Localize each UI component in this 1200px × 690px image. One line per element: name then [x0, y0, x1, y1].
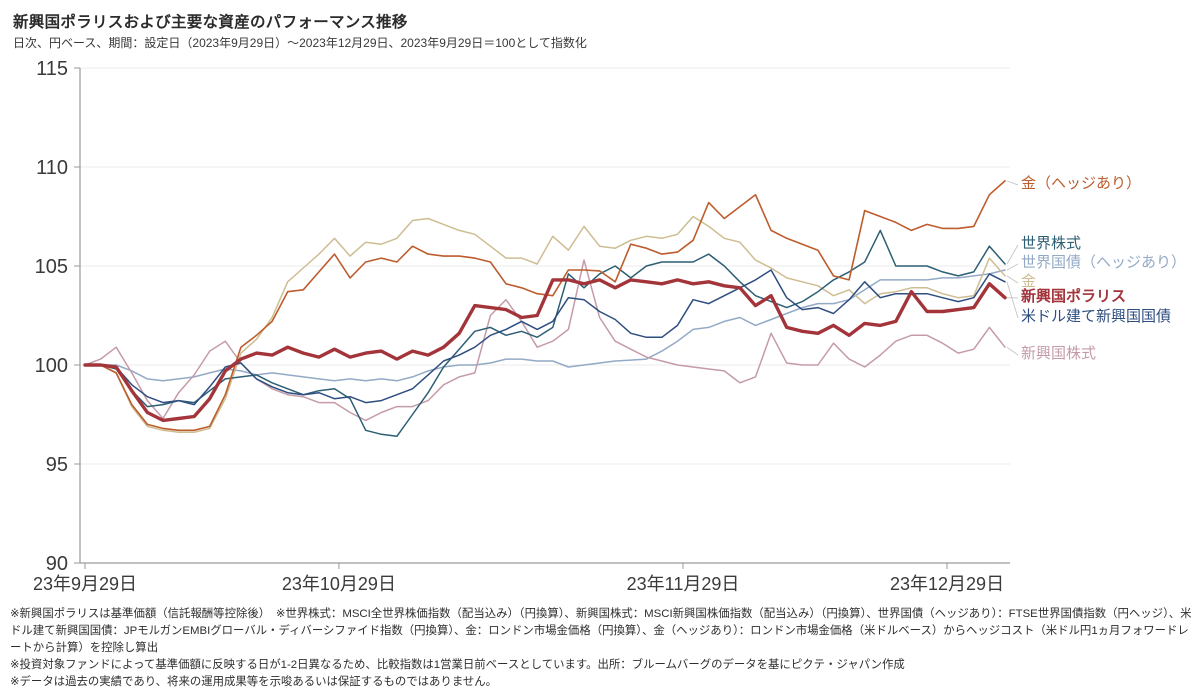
- footnote-line: ※データは過去の実績であり、将来の運用成果等を示唆あるいは保証するものではありま…: [10, 676, 498, 689]
- leader-line: [1006, 346, 1019, 356]
- y-tick-label: 105: [35, 256, 68, 278]
- series-line-世界国債（ヘッジあり）: [84, 269, 1006, 382]
- footnote-line: ※投資対象ファンドによって基準価額に反映する日が1-2日異なるため、比較指数は1…: [10, 659, 905, 672]
- leader-line: [1006, 275, 1019, 284]
- x-tick-label: 23年12月29日: [890, 574, 1004, 594]
- y-tick-label: 110: [36, 157, 68, 179]
- series-line-新興国ポラリス: [83, 278, 1007, 423]
- footnotes: ※新興国ポラリスは基準価額（信託報酬等控除後） ※世界株式：MSCI全世界株価指…: [10, 606, 1194, 690]
- leader-line: [1006, 281, 1019, 319]
- y-tick-label: 90: [46, 553, 68, 575]
- series-line-世界株式: [84, 229, 1006, 438]
- chart-title: 新興国ポラリスおよび主要な資産のパフォーマンス推移: [13, 14, 408, 31]
- leader-line: [1006, 244, 1019, 265]
- y-tick-label: 95: [46, 454, 68, 476]
- x-tick-label: 23年11月29日: [627, 574, 740, 594]
- leader-line: [1006, 263, 1019, 271]
- y-tick-label: 100: [35, 355, 68, 377]
- chart-subtitle: 日次、円ベース、期間：設定日（2023年9月29日）～2023年12月29日、2…: [13, 36, 587, 50]
- series-line-米ドル建て新興国国債: [84, 269, 1006, 406]
- leader-line: [1006, 180, 1019, 186]
- x-tick-label: 23年10月29日: [282, 574, 396, 594]
- series-line-金（ヘッジあり）: [84, 180, 1006, 432]
- y-tick-label: 115: [36, 58, 68, 80]
- footnote-line: ※新興国ポラリスは基準価額（信託報酬等控除後） ※世界株式：MSCI全世界株価指…: [10, 608, 1192, 655]
- x-tick-label: 23年9月29日: [33, 574, 137, 594]
